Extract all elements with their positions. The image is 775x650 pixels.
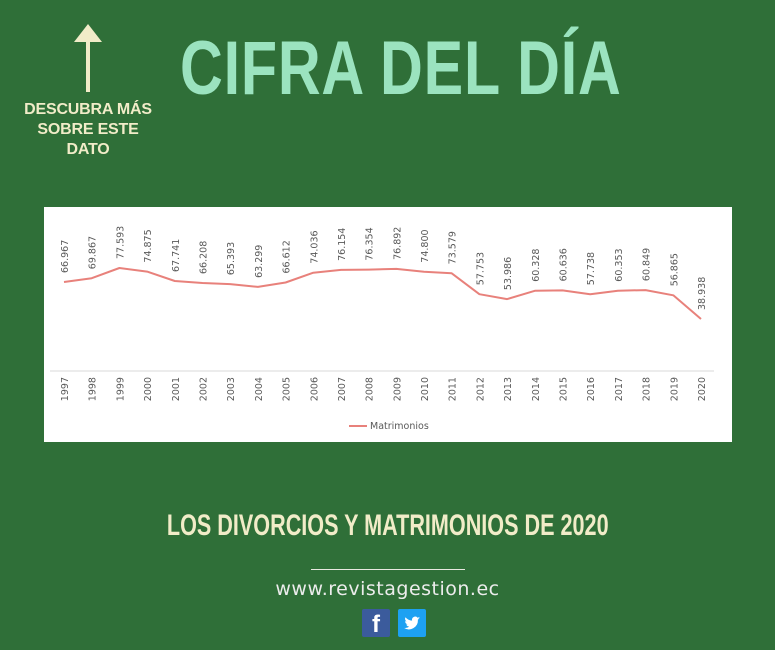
x-tick-label: 2018: [642, 377, 653, 401]
data-label: 67.741: [171, 239, 182, 272]
data-label: 60.849: [642, 248, 653, 281]
data-label: 76.892: [392, 227, 403, 260]
website-link[interactable]: www.revistagestion.ec: [275, 578, 500, 600]
divider: [311, 569, 465, 570]
x-tick-label: 2020: [697, 377, 708, 401]
hint-line-1: DESCUBRA MÁS: [24, 101, 152, 118]
data-label: 38.938: [697, 277, 708, 310]
data-label: 53.986: [503, 257, 514, 290]
x-tick-label: 2004: [254, 377, 265, 401]
x-tick-label: 2009: [392, 377, 403, 401]
data-label: 63.299: [254, 245, 265, 278]
x-tick-label: 2000: [143, 377, 154, 401]
data-label: 77.593: [115, 226, 126, 259]
data-label: 69.867: [88, 236, 99, 269]
x-tick-label: 2019: [669, 377, 680, 401]
facebook-icon[interactable]: f: [362, 609, 390, 638]
x-tick-label: 2002: [199, 377, 210, 401]
x-tick-label: 2012: [475, 377, 486, 401]
x-tick-label: 2017: [614, 377, 625, 401]
chart-card: 66.967 1997 69.867 1998 77.593 1999 74.875 2000…: [44, 207, 732, 442]
x-tick-label: 1997: [60, 377, 71, 401]
x-tick-label: 2016: [586, 377, 597, 401]
x-tick-label: 2011: [448, 377, 459, 401]
x-tick-label: 2014: [531, 377, 542, 401]
data-label: 66.967: [60, 240, 71, 273]
twitter-icon[interactable]: [398, 609, 426, 637]
data-label: 65.393: [226, 242, 237, 275]
data-label: 60.353: [614, 248, 625, 281]
subtitle: LOS DIVORCIOS Y MATRIMONIOS DE 2020: [0, 508, 775, 544]
data-label: 57.753: [475, 252, 486, 285]
data-label: 56.865: [669, 253, 680, 286]
headline: CIFRA DEL DÍA: [180, 26, 622, 111]
data-label: 73.579: [448, 231, 459, 264]
x-tick-label: 2015: [559, 377, 570, 401]
data-label: 66.208: [199, 241, 210, 274]
data-label: 74.036: [309, 230, 320, 263]
series-line-matrimonios: [63, 267, 702, 320]
x-tick-label: 2010: [420, 377, 431, 401]
x-tick-label: 2007: [337, 377, 348, 401]
x-tick-label: 2006: [309, 377, 320, 401]
data-label: 66.612: [282, 240, 293, 273]
data-label: 76.154: [337, 228, 348, 261]
subtitle-text: LOS DIVORCIOS Y MATRIMONIOS DE 2020: [166, 509, 609, 542]
data-label: 60.636: [559, 248, 570, 281]
data-label: 57.738: [586, 252, 597, 285]
x-tick-label: 2005: [282, 377, 293, 401]
data-label: 74.800: [420, 229, 431, 262]
up-arrow-icon: [70, 22, 106, 94]
x-tick-label: 2001: [171, 377, 182, 401]
x-tick-label: 2013: [503, 377, 514, 401]
hint-text: DESCUBRA MÁS SOBRE ESTE DATO: [18, 100, 158, 160]
x-tick-label: 1999: [115, 377, 126, 401]
legend-label-matrimonios: Matrimonios: [370, 421, 429, 432]
line-chart: 66.967 1997 69.867 1998 77.593 1999 74.875 2000…: [50, 226, 714, 432]
x-tick-label: 2003: [226, 377, 237, 401]
data-label: 74.875: [143, 229, 154, 262]
data-label: 60.328: [531, 249, 542, 282]
x-tick-label: 2008: [365, 377, 376, 401]
x-tick-label: 1998: [88, 377, 99, 401]
data-label: 76.354: [365, 227, 376, 260]
hint-line-2: SOBRE ESTE DATO: [37, 121, 139, 158]
